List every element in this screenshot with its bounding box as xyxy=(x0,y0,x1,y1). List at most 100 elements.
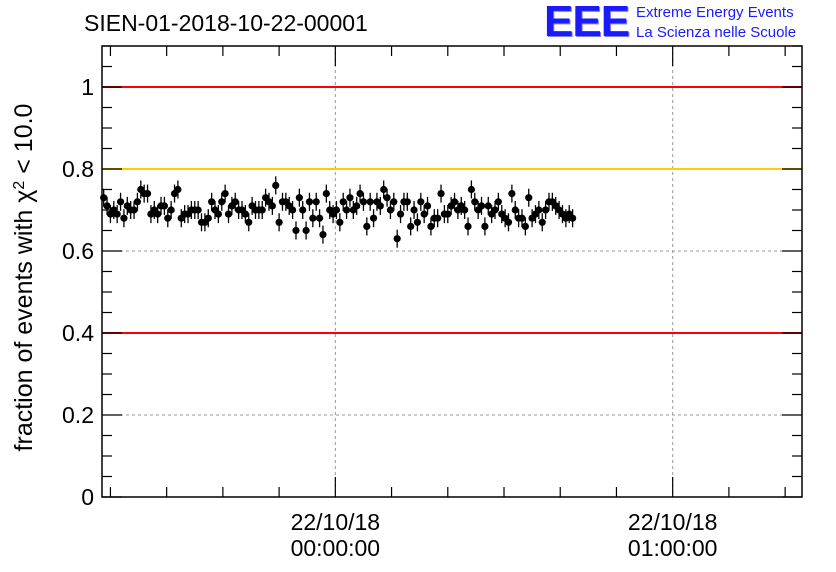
point-marker xyxy=(383,194,391,202)
point-marker xyxy=(504,218,513,226)
point-marker xyxy=(410,206,418,214)
data-point xyxy=(319,225,327,244)
point-marker xyxy=(413,218,422,226)
data-point xyxy=(315,209,324,228)
data-point xyxy=(130,200,138,220)
data-point xyxy=(224,205,233,224)
point-marker xyxy=(420,210,428,218)
x-tick-label: 01:00:00 xyxy=(628,535,718,561)
point-marker xyxy=(467,185,475,194)
data-point xyxy=(245,213,253,232)
data-point xyxy=(410,200,418,220)
point-marker xyxy=(380,185,388,194)
data-point xyxy=(143,184,152,203)
data-point xyxy=(518,209,526,228)
y-axis-label: fraction of events with χ2 < 10.0 xyxy=(10,104,38,452)
data-point xyxy=(569,209,577,228)
point-marker xyxy=(154,210,162,218)
data-point xyxy=(241,205,249,224)
point-marker xyxy=(302,226,310,235)
point-marker xyxy=(194,206,202,214)
data-point xyxy=(174,180,182,199)
x-tick-label: 00:00:00 xyxy=(291,535,381,561)
point-marker xyxy=(245,218,253,226)
y-tick-label: 0.4 xyxy=(62,320,94,346)
point-marker xyxy=(538,218,546,226)
data-point xyxy=(491,200,499,220)
data-point xyxy=(434,209,442,228)
y-tick-label: 0 xyxy=(81,484,94,510)
data-point xyxy=(390,192,398,211)
data-point xyxy=(342,200,351,220)
point-marker xyxy=(174,185,182,194)
point-marker xyxy=(481,222,489,230)
data-point xyxy=(461,200,469,220)
data-point xyxy=(403,192,411,211)
point-marker xyxy=(407,222,415,230)
point-marker xyxy=(315,214,324,222)
point-marker xyxy=(208,198,216,206)
x-tick-label: 22/10/18 xyxy=(628,509,718,535)
point-marker xyxy=(309,214,317,222)
point-marker xyxy=(103,202,111,210)
point-marker xyxy=(120,214,128,222)
point-marker xyxy=(393,235,401,243)
point-marker xyxy=(484,202,492,210)
data-point xyxy=(363,217,371,236)
data-point xyxy=(444,205,452,224)
data-point xyxy=(268,196,276,215)
point-marker xyxy=(346,194,354,202)
point-marker xyxy=(231,198,239,206)
data-point xyxy=(511,200,519,220)
data-point xyxy=(542,200,550,220)
x-tick-label: 22/10/18 xyxy=(291,509,381,535)
data-point xyxy=(417,192,425,211)
y-tick-label: 0.6 xyxy=(62,238,94,264)
data-point xyxy=(154,205,162,224)
point-marker xyxy=(518,214,526,222)
data-point xyxy=(292,221,300,240)
point-marker xyxy=(218,198,226,206)
point-marker xyxy=(471,198,479,206)
data-point xyxy=(376,196,384,215)
data-point xyxy=(450,192,459,211)
point-marker xyxy=(437,190,445,198)
data-point xyxy=(383,188,391,207)
point-marker xyxy=(204,214,212,222)
point-marker xyxy=(376,202,384,210)
point-marker xyxy=(427,222,435,230)
data-point xyxy=(464,217,472,236)
chart-title: SIEN-01-2018-10-22-00001 xyxy=(84,10,368,36)
data-point xyxy=(369,209,378,228)
point-marker xyxy=(521,222,529,230)
data-point xyxy=(420,205,428,224)
point-marker xyxy=(444,210,452,218)
data-point xyxy=(380,180,388,199)
data-point xyxy=(477,196,486,215)
data-point xyxy=(359,192,368,211)
eee-logo-mark: EEE xyxy=(544,0,630,46)
data-point xyxy=(494,192,502,211)
y-tick-label: 1 xyxy=(81,74,94,100)
point-marker xyxy=(272,181,280,189)
data-point xyxy=(423,196,432,215)
point-marker xyxy=(511,206,519,214)
data-point xyxy=(103,196,111,215)
point-marker xyxy=(366,198,374,206)
data-point xyxy=(471,192,479,211)
point-marker xyxy=(342,206,351,214)
logo-subtitle-2: La Scienza nelle Scuole xyxy=(636,24,797,41)
point-marker xyxy=(363,222,371,230)
point-marker xyxy=(369,214,378,222)
data-point xyxy=(339,192,347,211)
point-marker xyxy=(403,198,411,206)
point-marker xyxy=(164,214,172,222)
point-marker xyxy=(386,206,395,214)
data-point xyxy=(353,196,361,215)
point-marker xyxy=(494,198,502,206)
data-point xyxy=(116,192,125,211)
y-tick-label: 0.2 xyxy=(62,402,94,428)
data-point xyxy=(167,200,175,220)
